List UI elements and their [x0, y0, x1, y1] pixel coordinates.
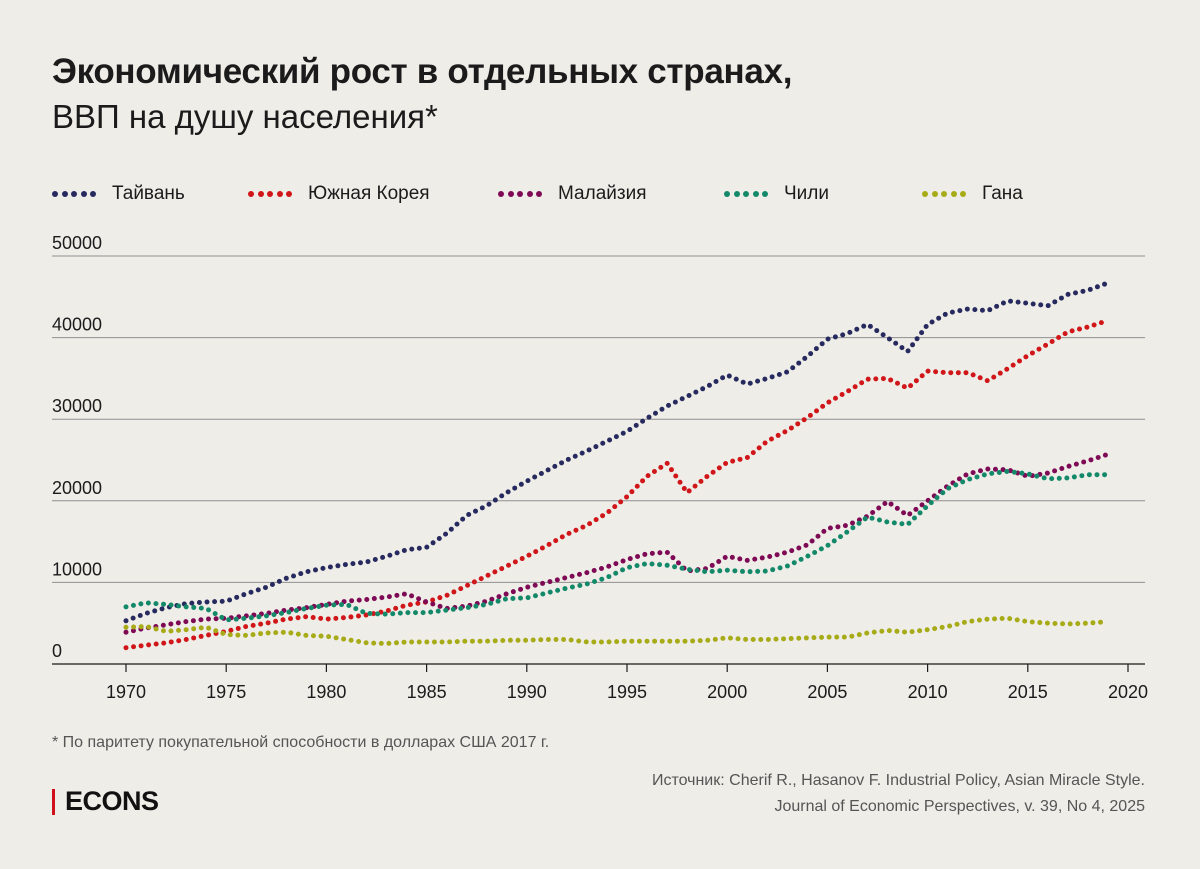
legend-swatch	[248, 189, 296, 199]
series-line-3	[123, 468, 1111, 623]
legend-item: Южная Корея	[248, 183, 430, 205]
legend-label: Южная Корея	[308, 183, 430, 204]
legend-item: Тайвань	[52, 183, 185, 205]
legend-label: Тайвань	[112, 183, 185, 204]
x-tick-label: 2000	[707, 682, 747, 702]
x-tick-label: 2010	[908, 682, 948, 702]
y-tick-label: 10000	[52, 559, 102, 579]
legend-swatch	[922, 189, 970, 199]
y-tick-label: 40000	[52, 315, 102, 335]
x-tick-label: 1990	[507, 682, 547, 702]
series-line-0	[123, 280, 1111, 624]
brand-name: ECONS	[65, 786, 159, 816]
x-tick-label: 1970	[106, 682, 146, 702]
brand-logo: ECONS	[52, 786, 159, 817]
y-tick-label: 30000	[52, 396, 102, 416]
footnote: * По паритету покупательной способности …	[52, 734, 550, 751]
source-line-2: Journal of Economic Perspectives, v. 39,…	[774, 798, 1145, 815]
series-line-4	[123, 615, 1111, 647]
chart-subtitle: ВВП на душу населения*	[52, 98, 438, 135]
legend-label: Гана	[982, 183, 1023, 204]
legend-label: Малайзия	[558, 183, 647, 204]
x-tick-label: 2005	[807, 682, 847, 702]
x-tick-label: 1985	[407, 682, 447, 702]
legend-item: Малайзия	[498, 183, 647, 205]
source-citation: Источник: Cherif R., Hasanov F. Industri…	[652, 768, 1145, 820]
legend-item: Чили	[724, 183, 829, 205]
y-tick-label: 0	[52, 641, 62, 661]
y-tick-label: 50000	[52, 233, 102, 253]
legend-swatch	[498, 189, 546, 199]
x-tick-label: 1975	[206, 682, 246, 702]
source-line-1: Источник: Cherif R., Hasanov F. Industri…	[651, 772, 1145, 789]
chart-title: Экономический рост в отдельных странах,	[52, 52, 793, 91]
series-line-1	[123, 318, 1111, 651]
x-tick-label: 2015	[1008, 682, 1048, 702]
legend-swatch	[52, 189, 100, 199]
x-tick-label: 2020	[1108, 682, 1148, 702]
y-tick-label: 20000	[52, 478, 102, 498]
x-tick-label: 1995	[607, 682, 647, 702]
brand-bar	[52, 788, 55, 815]
x-tick-label: 1980	[306, 682, 346, 702]
legend-swatch	[724, 189, 772, 199]
legend-item: Гана	[922, 183, 1023, 205]
legend-label: Чили	[784, 183, 829, 204]
